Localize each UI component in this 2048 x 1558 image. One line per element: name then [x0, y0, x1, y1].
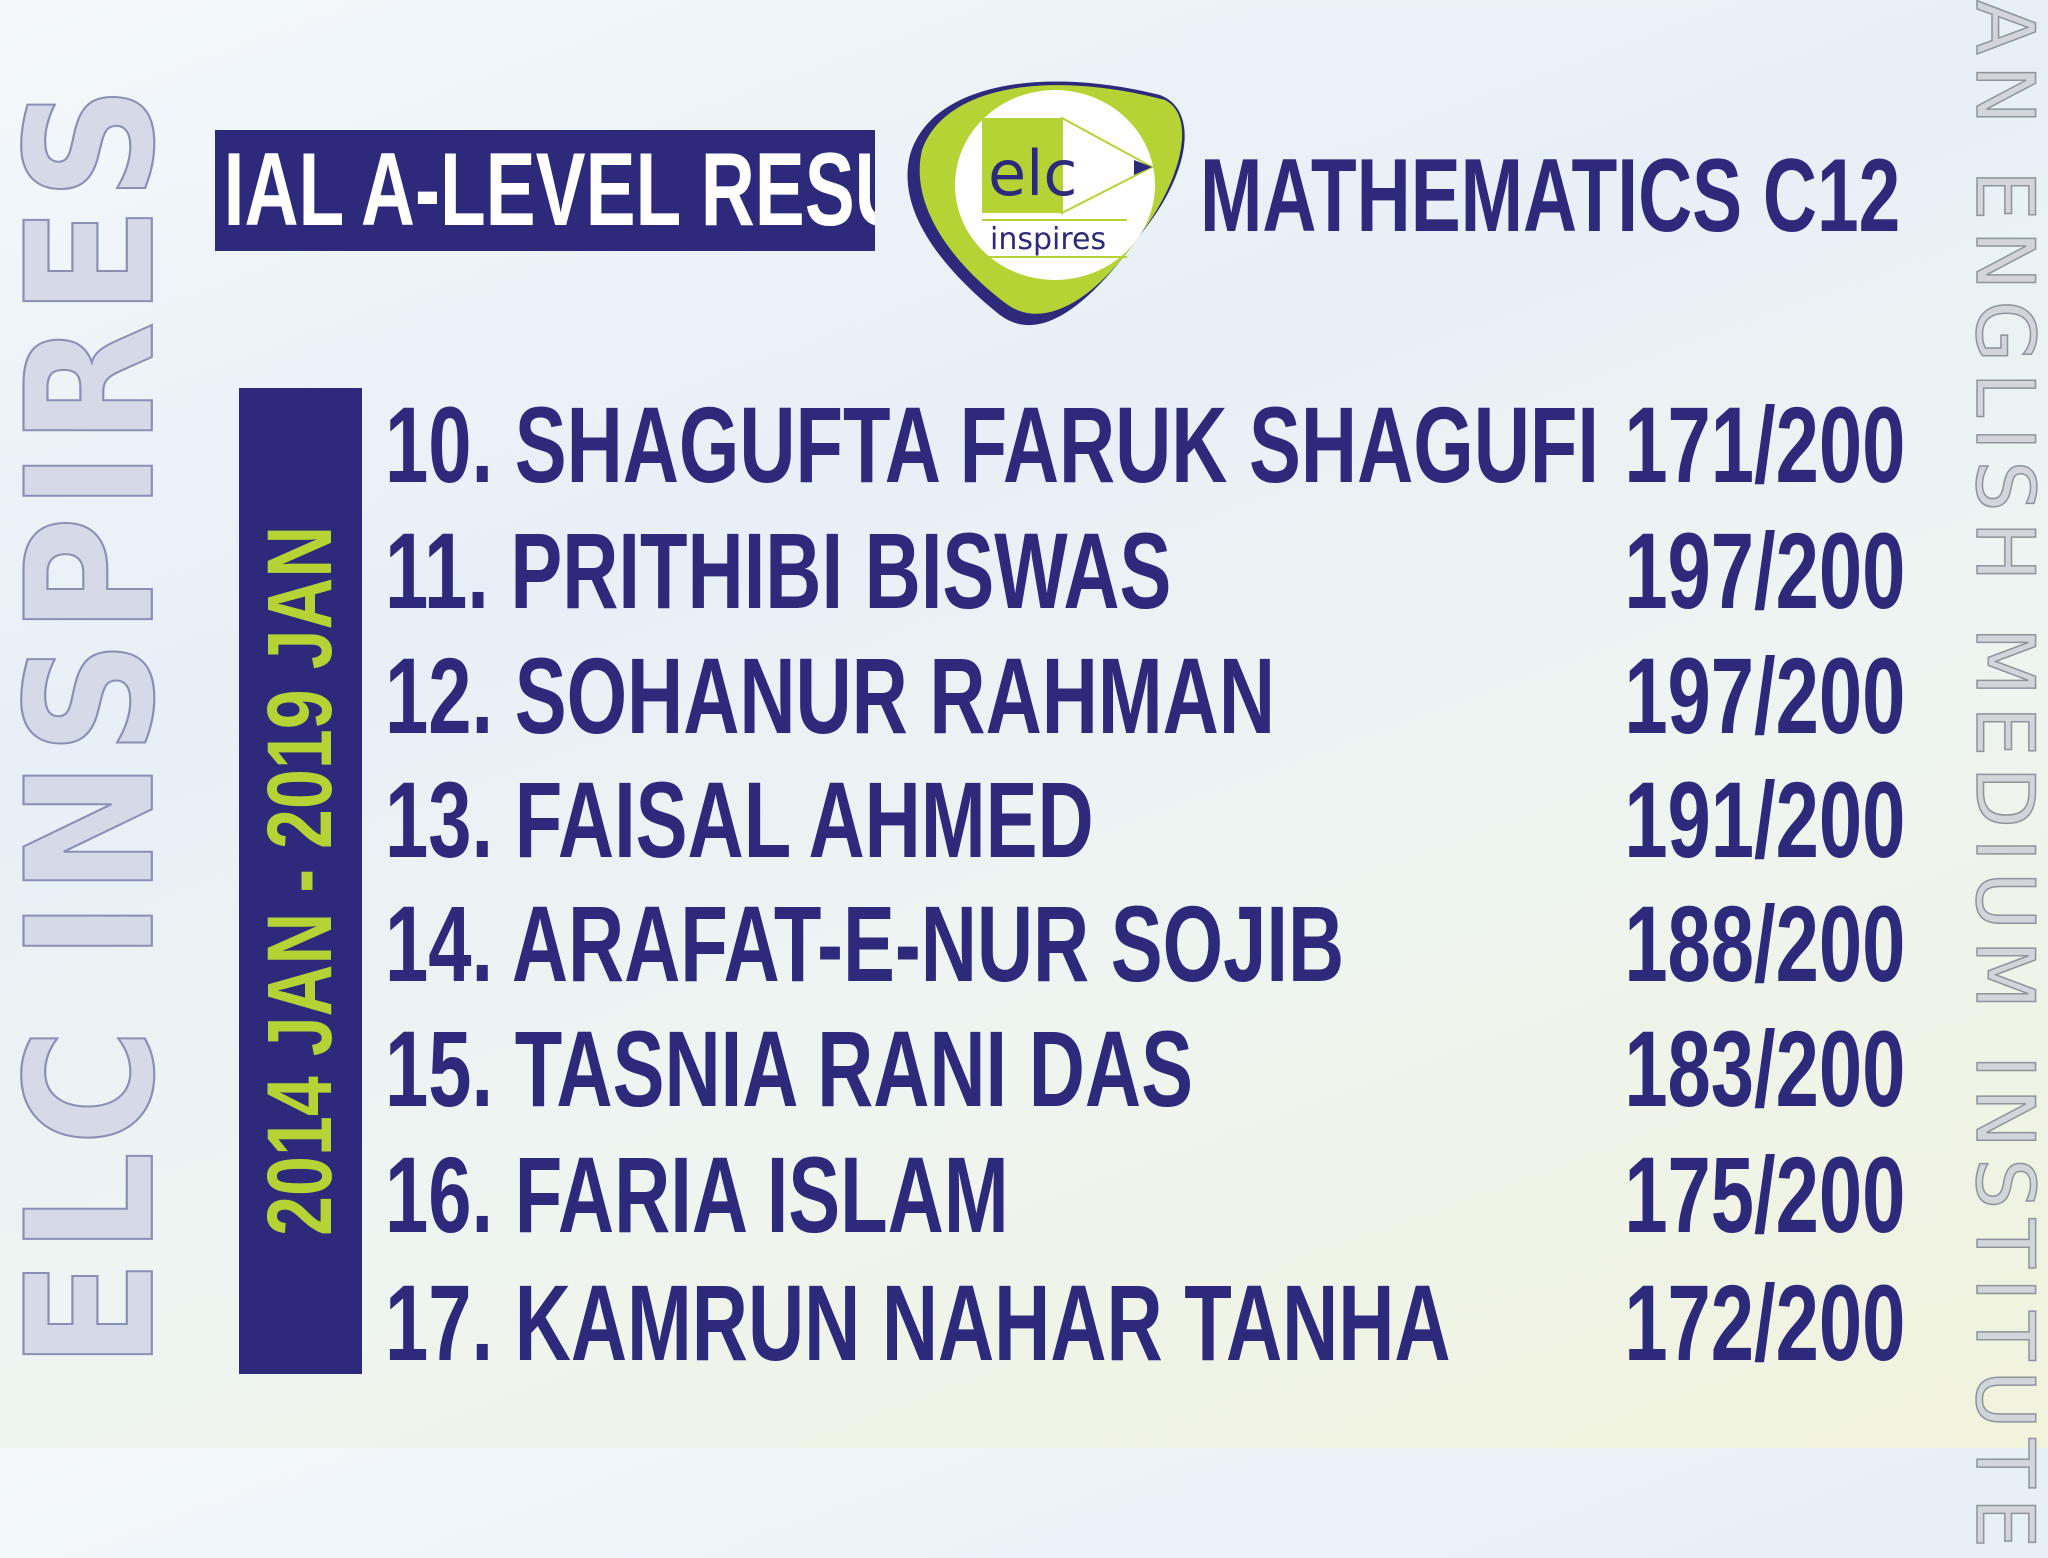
student-score: 175/200 [1623, 1134, 1905, 1255]
student-score: 197/200 [1623, 635, 1905, 756]
student-name: 17. KAMRUN NAHAR TANHA [385, 1262, 1451, 1383]
student-score: 183/200 [1623, 1008, 1905, 1129]
results-title: IAL A-LEVEL RESULTS [215, 130, 875, 251]
watermark-elc-inspires: ELC INSPIRES [0, 78, 195, 1370]
result-row: 16. FARIA ISLAM 175/200 [385, 1132, 1905, 1257]
result-row: 11. PRITHIBI BISWAS 197/200 [385, 508, 1905, 633]
student-name: 11. PRITHIBI BISWAS [385, 510, 1172, 631]
result-row: 14. ARAFAT-E-NUR SOJIB 188/200 [385, 881, 1905, 1006]
logo-text: elc [988, 137, 1077, 210]
result-row: 10. SHAGUFTA FARUK SHAGUFI 171/200 [385, 382, 1905, 507]
subject-title: MATHEMATICS C12 [1200, 138, 2048, 254]
elc-logo: elc inspires [907, 81, 1185, 326]
student-name: 15. TASNIA RANI DAS [385, 1008, 1193, 1129]
student-name: 10. SHAGUFTA FARUK SHAGUFI [385, 384, 1599, 505]
result-row: 17. KAMRUN NAHAR TANHA 172/200 [385, 1260, 1905, 1385]
student-score: 191/200 [1623, 759, 1905, 880]
result-row: 13. FAISAL AHMED 191/200 [385, 757, 1905, 882]
date-range-text: 2014 JAN - 2019 JAN [239, 388, 362, 1374]
subject-title-text: MATHEMATICS C12 [1200, 138, 1901, 254]
date-range-label: 2014 JAN - 2019 JAN [249, 525, 351, 1237]
student-name: 14. ARAFAT-E-NUR SOJIB [385, 883, 1345, 1004]
student-score: 197/200 [1623, 510, 1905, 631]
student-name: 16. FARIA ISLAM [385, 1134, 1009, 1255]
student-name: 13. FAISAL AHMED [385, 759, 1094, 880]
result-row: 15. TASNIA RANI DAS 183/200 [385, 1006, 1905, 1131]
date-range-bar: 2014 JAN - 2019 JAN [239, 388, 362, 1374]
results-title-text: IAL A-LEVEL RESULTS [223, 132, 875, 248]
student-name: 12. SOHANUR RAHMAN [385, 635, 1275, 756]
student-score: 188/200 [1623, 883, 1905, 1004]
student-score: 172/200 [1623, 1262, 1905, 1383]
result-row: 12. SOHANUR RAHMAN 197/200 [385, 633, 1905, 758]
logo-tagline: inspires [990, 222, 1106, 257]
student-score: 171/200 [1623, 384, 1905, 505]
